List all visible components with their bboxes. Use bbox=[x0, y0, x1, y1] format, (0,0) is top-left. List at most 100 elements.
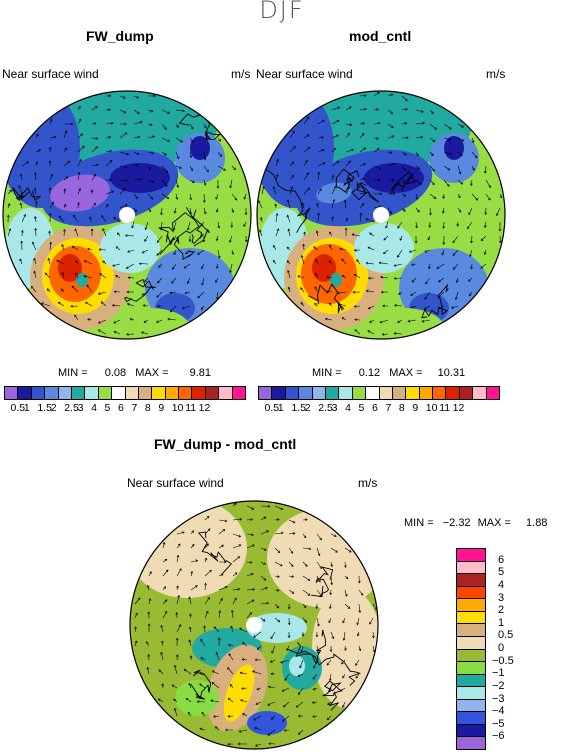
season-title: DJF bbox=[259, 0, 305, 24]
colorbar-swatch bbox=[366, 387, 380, 399]
max-value: 1.88 bbox=[526, 517, 548, 529]
colorbar-swatch bbox=[457, 599, 485, 612]
panel-variable-label: Near surface wind bbox=[127, 476, 224, 490]
colorbar-swatch bbox=[457, 724, 485, 738]
max-label: MAX = bbox=[135, 367, 169, 379]
colorbar-swatch bbox=[259, 387, 273, 399]
colorbar-difference bbox=[456, 548, 486, 750]
colorbar-tick-label: 2.5 bbox=[318, 402, 333, 414]
colorbar-swatch bbox=[457, 574, 485, 587]
colorbar-swatch bbox=[165, 387, 180, 399]
colorbar-swatch bbox=[219, 387, 233, 399]
colorbar-tick-label: 0.5 bbox=[498, 629, 514, 642]
colorbar-swatch bbox=[125, 387, 139, 399]
colorbar-tick-label: 1.5 bbox=[291, 402, 306, 414]
colorbar-swatch bbox=[98, 387, 113, 399]
colorbar-swatch bbox=[459, 387, 474, 399]
colorbar-tick-label: 2 bbox=[50, 402, 57, 414]
colorbar-tick-label: 5 bbox=[104, 402, 111, 414]
colorbar-mod-cntl bbox=[258, 386, 500, 400]
colorbar-tick-label: 10 bbox=[171, 402, 184, 414]
min-value: 0.12 bbox=[358, 367, 381, 379]
colorbar-swatch bbox=[457, 674, 485, 688]
colorbar-tick-label: −4 bbox=[492, 705, 505, 718]
colorbar-swatch bbox=[457, 549, 485, 562]
colorbar-tick-label: 8 bbox=[144, 402, 151, 414]
colorbar-tick-label: 0.5 bbox=[10, 402, 26, 414]
min-max-readout: MIN = −2.32 MAX = 1.88 bbox=[404, 517, 547, 529]
colorbar-tick-label: 1 bbox=[277, 402, 284, 414]
colorbar-swatch bbox=[325, 387, 340, 399]
colorbar-swatch bbox=[18, 387, 32, 399]
colorbar-tick-label: 7 bbox=[131, 402, 138, 414]
colorbar-swatch bbox=[192, 387, 206, 399]
colorbar-tick-label: 10 bbox=[425, 402, 438, 414]
colorbar-tick-label: 2 bbox=[498, 604, 505, 617]
colorbar-swatch bbox=[138, 387, 153, 399]
panel-variable-label: Near surface wind bbox=[2, 67, 99, 81]
colorbar-tick-label: 1 bbox=[23, 402, 30, 414]
min-value: −2.32 bbox=[442, 517, 471, 529]
colorbar-tick-label: −0.5 bbox=[492, 654, 514, 667]
panel-title-diff: FW_dump - mod_cntl bbox=[154, 436, 297, 452]
min-label: MIN = bbox=[404, 517, 434, 529]
colorbar-tick-label: 6 bbox=[372, 402, 378, 414]
colorbar-swatch bbox=[179, 387, 193, 399]
colorbar-tick-label: −2 bbox=[492, 679, 505, 692]
colorbar-swatch bbox=[205, 387, 220, 399]
colorbar-tick-label: 4 bbox=[345, 402, 351, 414]
colorbar-tick-label: 3 bbox=[77, 402, 84, 414]
colorbar-tick-label: 2.5 bbox=[64, 402, 79, 414]
colorbar-swatch bbox=[232, 387, 246, 399]
colorbar-swatch bbox=[457, 611, 485, 625]
colorbar-tick-label: 12 bbox=[198, 402, 211, 414]
panel-variable-label: Near surface wind bbox=[256, 67, 353, 81]
colorbar-swatch bbox=[457, 662, 485, 675]
panel-title-fw-dump: FW_dump bbox=[86, 28, 154, 44]
max-label: MAX = bbox=[389, 367, 423, 379]
colorbar-swatch bbox=[339, 387, 353, 399]
colorbar-swatch bbox=[457, 624, 485, 637]
colorbar-tick-label: 4 bbox=[91, 402, 97, 414]
colorbar-swatch bbox=[446, 387, 460, 399]
colorbar-swatch bbox=[31, 387, 46, 399]
colorbar-swatch bbox=[473, 387, 487, 399]
colorbar-tick-label: 6 bbox=[118, 402, 124, 414]
colorbar-tick-label: 1.5 bbox=[37, 402, 52, 414]
colorbar-tick-label: 0.5 bbox=[264, 402, 280, 414]
colorbar-tick-label: 2 bbox=[304, 402, 311, 414]
colorbar-tick-label: 5 bbox=[358, 402, 365, 414]
colorbar-tick-label: 9 bbox=[412, 402, 419, 414]
colorbar-swatch bbox=[457, 649, 485, 663]
colorbar-tick-label: 6 bbox=[498, 553, 505, 566]
colorbar-tick-label: −3 bbox=[492, 692, 505, 705]
polar-map-difference bbox=[129, 500, 379, 750]
colorbar-tick-label: 0 bbox=[498, 642, 505, 654]
colorbar-swatch bbox=[272, 387, 286, 399]
colorbar-swatch bbox=[457, 699, 485, 713]
colorbar-tick-label: 11 bbox=[185, 402, 197, 414]
min-label: MIN = bbox=[312, 367, 342, 379]
colorbar-tick-label: 11 bbox=[439, 402, 451, 414]
panel-units-label: m/s bbox=[231, 67, 251, 81]
colorbar-swatch bbox=[5, 387, 19, 399]
colorbar-swatch bbox=[392, 387, 407, 399]
panel-units-label: m/s bbox=[486, 67, 506, 81]
colorbar-swatch bbox=[152, 387, 166, 399]
panel-title-mod-cntl: mod_cntl bbox=[349, 28, 412, 44]
colorbar-tick-label: 3 bbox=[498, 591, 505, 604]
colorbar-swatch bbox=[299, 387, 313, 399]
colorbar-swatch bbox=[85, 387, 99, 399]
colorbar-tick-label: 9 bbox=[158, 402, 165, 414]
colorbar-swatch bbox=[486, 387, 500, 399]
colorbar-tick-label: −5 bbox=[492, 717, 505, 730]
colorbar-swatch bbox=[285, 387, 300, 399]
colorbar-swatch bbox=[58, 387, 72, 399]
colorbar-swatch bbox=[433, 387, 447, 399]
min-label: MIN = bbox=[58, 367, 88, 379]
colorbar-fw-dump bbox=[4, 386, 246, 400]
colorbar-swatch bbox=[112, 387, 126, 399]
colorbar-swatch bbox=[457, 737, 485, 749]
colorbar-swatch bbox=[352, 387, 367, 399]
colorbar-swatch bbox=[71, 387, 86, 399]
